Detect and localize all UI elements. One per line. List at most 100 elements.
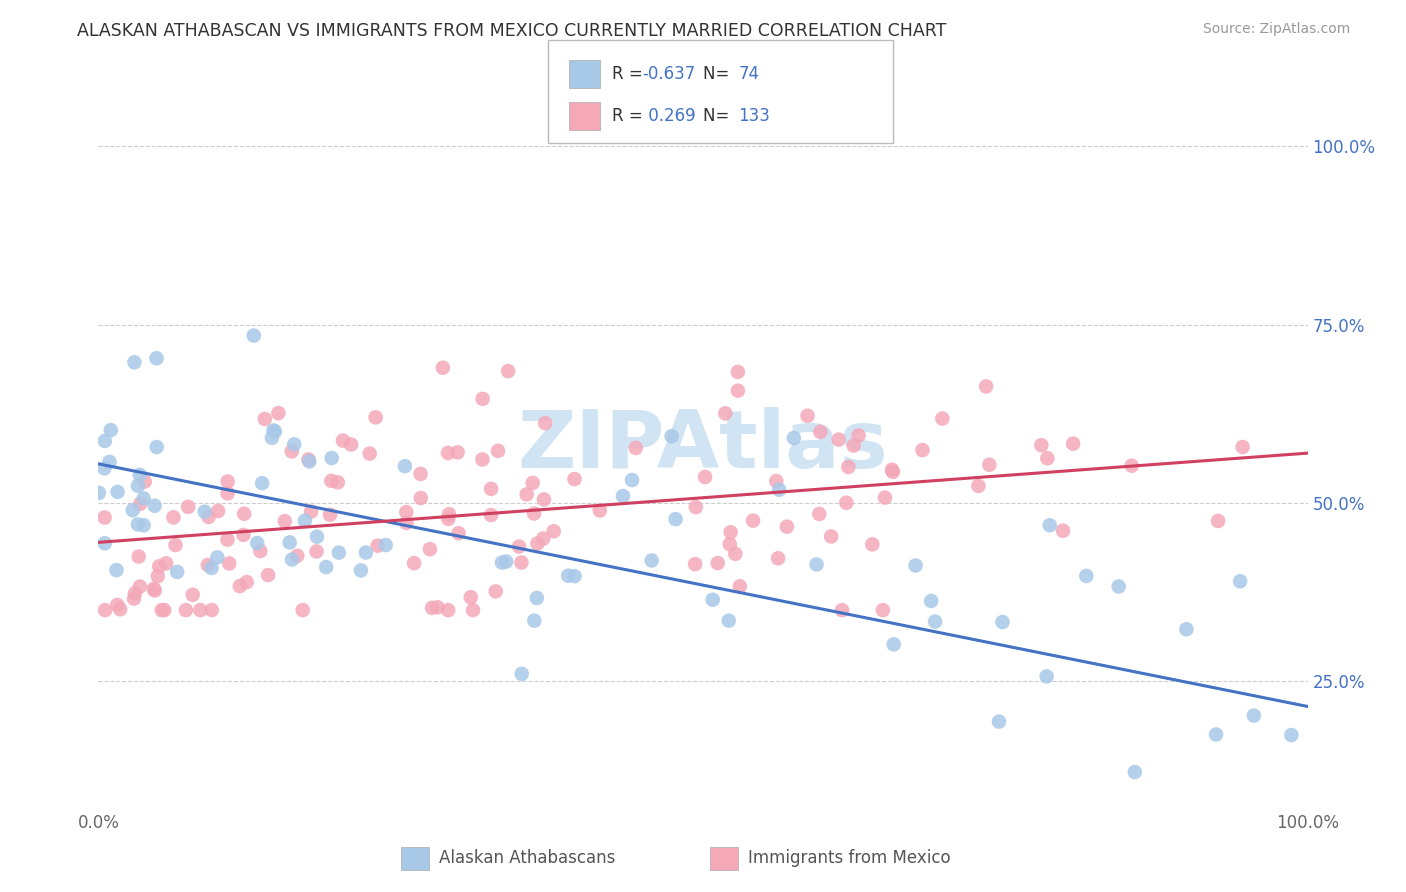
Point: [485, 584, 508, 599]
Point: [243, 328, 266, 343]
Point: [229, 579, 252, 593]
Point: [1039, 518, 1062, 533]
Point: [837, 460, 859, 475]
Point: [354, 545, 377, 559]
Point: [127, 479, 149, 493]
Point: [685, 500, 707, 515]
Point: [281, 552, 304, 566]
Point: [155, 557, 177, 571]
Point: [93, 461, 115, 475]
Point: [264, 425, 287, 439]
Point: [426, 600, 449, 615]
Point: [624, 441, 647, 455]
Point: [148, 559, 170, 574]
Point: [134, 475, 156, 489]
Point: [460, 591, 482, 605]
Point: [640, 553, 662, 567]
Point: [94, 603, 117, 617]
Text: ZIPAtlas: ZIPAtlas: [517, 407, 889, 485]
Point: [437, 512, 460, 526]
Point: [765, 474, 787, 488]
Point: [395, 516, 418, 530]
Point: [432, 360, 454, 375]
Point: [267, 406, 290, 420]
Point: [235, 575, 257, 590]
Point: [702, 592, 724, 607]
Point: [257, 568, 280, 582]
Point: [543, 524, 565, 539]
Point: [207, 504, 229, 518]
Text: N=: N=: [703, 65, 734, 83]
Point: [298, 454, 321, 468]
Point: [93, 510, 115, 524]
Point: [181, 588, 204, 602]
Point: [1031, 438, 1053, 452]
Point: [967, 479, 990, 493]
Point: [820, 529, 842, 543]
Text: R =: R =: [612, 107, 648, 125]
Point: [796, 409, 818, 423]
Point: [522, 475, 544, 490]
Point: [145, 440, 167, 454]
Point: [146, 569, 169, 583]
Point: [1052, 524, 1074, 538]
Point: [297, 452, 319, 467]
Point: [714, 406, 737, 420]
Point: [911, 443, 934, 458]
Point: [262, 424, 284, 438]
Point: [728, 579, 751, 593]
Point: [326, 475, 349, 490]
Point: [516, 487, 538, 501]
Point: [1035, 669, 1057, 683]
Point: [447, 526, 470, 541]
Point: [153, 603, 176, 617]
Text: 133: 133: [738, 107, 770, 125]
Point: [132, 491, 155, 506]
Point: [491, 556, 513, 570]
Point: [873, 491, 896, 505]
Point: [783, 431, 806, 445]
Point: [315, 560, 337, 574]
Point: [1232, 440, 1254, 454]
Point: [217, 486, 239, 500]
Point: [174, 603, 197, 617]
Point: [233, 507, 256, 521]
Point: [727, 365, 749, 379]
Point: [108, 602, 131, 616]
Point: [87, 485, 110, 500]
Point: [683, 557, 706, 571]
Point: [835, 496, 858, 510]
Point: [150, 603, 173, 617]
Point: [332, 434, 354, 448]
Point: [194, 505, 217, 519]
Text: 74: 74: [738, 65, 759, 83]
Point: [495, 554, 517, 568]
Point: [200, 561, 222, 575]
Text: -0.637: -0.637: [643, 65, 696, 83]
Point: [872, 603, 894, 617]
Point: [218, 557, 240, 571]
Point: [510, 556, 533, 570]
Point: [404, 556, 426, 570]
Point: [831, 603, 853, 617]
Point: [510, 666, 533, 681]
Point: [883, 637, 905, 651]
Point: [94, 536, 117, 550]
Point: [860, 537, 883, 551]
Point: [420, 600, 443, 615]
Text: Alaskan Athabascans: Alaskan Athabascans: [439, 849, 614, 867]
Point: [827, 433, 849, 447]
Point: [143, 583, 166, 598]
Point: [274, 514, 297, 528]
Point: [534, 416, 557, 430]
Text: 0.269: 0.269: [643, 107, 695, 125]
Point: [808, 507, 831, 521]
Point: [564, 569, 586, 583]
Point: [621, 473, 644, 487]
Point: [842, 438, 865, 452]
Point: [321, 474, 343, 488]
Point: [437, 603, 460, 617]
Point: [1062, 436, 1084, 450]
Point: [364, 410, 387, 425]
Point: [177, 500, 200, 514]
